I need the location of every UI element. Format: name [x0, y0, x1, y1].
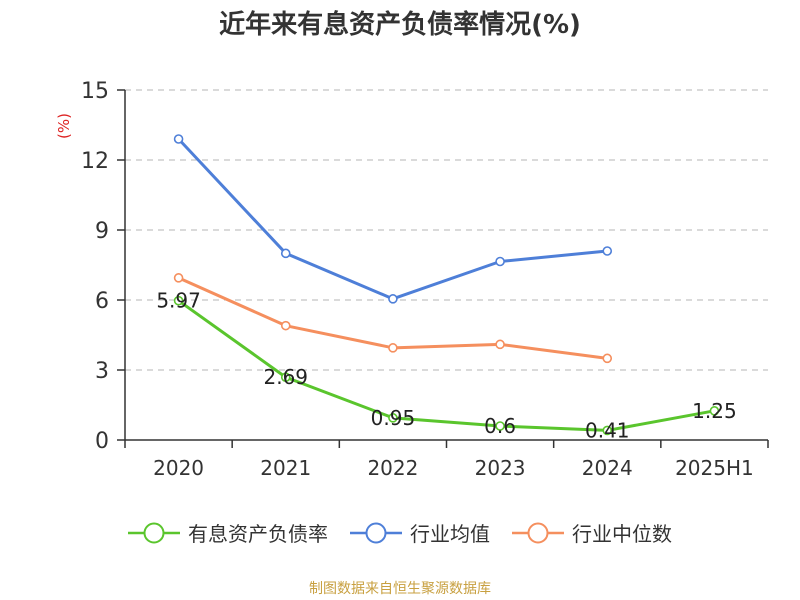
y-tick-label: 12 [81, 149, 109, 174]
legend-circle [143, 522, 165, 543]
x-tick-label: 2025H1 [675, 456, 754, 480]
legend: 有息资产负债率 行业均值 行业中位数 [0, 518, 800, 547]
axes: 0 3 6 9 12 15 (%) 2020 2021 2022 2023 2024 2025H1 [55, 79, 769, 480]
legend-marker-icon [512, 522, 564, 543]
data-label: 1.25 [692, 399, 737, 423]
y-tick-label: 0 [95, 429, 109, 454]
data-point [602, 353, 613, 364]
data-point [173, 273, 184, 283]
data-labels: 5.97 2.69 0.95 0.6 0.41 1.25 [156, 289, 736, 443]
y-tick-label: 3 [95, 359, 109, 384]
legend-marker-icon [128, 522, 180, 543]
legend-label: 行业中位数 [572, 522, 672, 546]
legend-item[interactable]: 行业中位数 [512, 518, 672, 547]
x-tick-label: 2023 [475, 456, 526, 480]
data-points [173, 134, 720, 436]
data-point [495, 339, 505, 350]
legend-label: 行业均值 [410, 522, 490, 546]
series-lines [177, 137, 715, 432]
legend-marker-icon [350, 522, 402, 543]
data-point [280, 372, 291, 383]
x-tick-label: 2020 [153, 456, 204, 480]
data-label: 0.95 [371, 406, 416, 430]
legend-circle [527, 522, 549, 543]
gridlines [125, 89, 768, 371]
data-point [495, 256, 505, 267]
source-note: 制图数据来自恒生聚源数据库 [309, 581, 491, 597]
data-label: 0.6 [484, 414, 516, 438]
data-point [388, 413, 398, 423]
data-label: 5.97 [156, 289, 201, 313]
data-point [602, 425, 613, 436]
legend-item[interactable]: 有息资产负债率 [128, 518, 328, 547]
data-point [280, 320, 291, 331]
data-point [709, 406, 720, 416]
legend-item[interactable]: 行业均值 [350, 518, 490, 547]
data-label: 2.69 [263, 365, 308, 389]
y-tick-label: 15 [81, 79, 109, 104]
series-line [177, 299, 715, 432]
x-tick-label: 2024 [582, 456, 633, 480]
y-tick-label: 6 [95, 289, 109, 314]
x-tick-label: 2022 [367, 456, 418, 480]
data-point [388, 343, 398, 353]
data-label: 0.41 [585, 418, 630, 442]
data-point [173, 134, 184, 144]
data-point [388, 294, 398, 304]
legend-label: 有息资产负债率 [188, 522, 328, 546]
data-point [280, 248, 291, 259]
series-line [177, 137, 608, 301]
data-point [495, 421, 505, 431]
y-axis-label: (%) [55, 113, 73, 139]
legend-circle [365, 522, 387, 543]
chart-title: 近年来有息资产负债率情况(%) [219, 10, 581, 40]
data-point [602, 246, 613, 256]
data-point [173, 295, 184, 306]
x-tick-label: 2021 [260, 456, 311, 480]
y-tick-label: 9 [95, 219, 109, 244]
